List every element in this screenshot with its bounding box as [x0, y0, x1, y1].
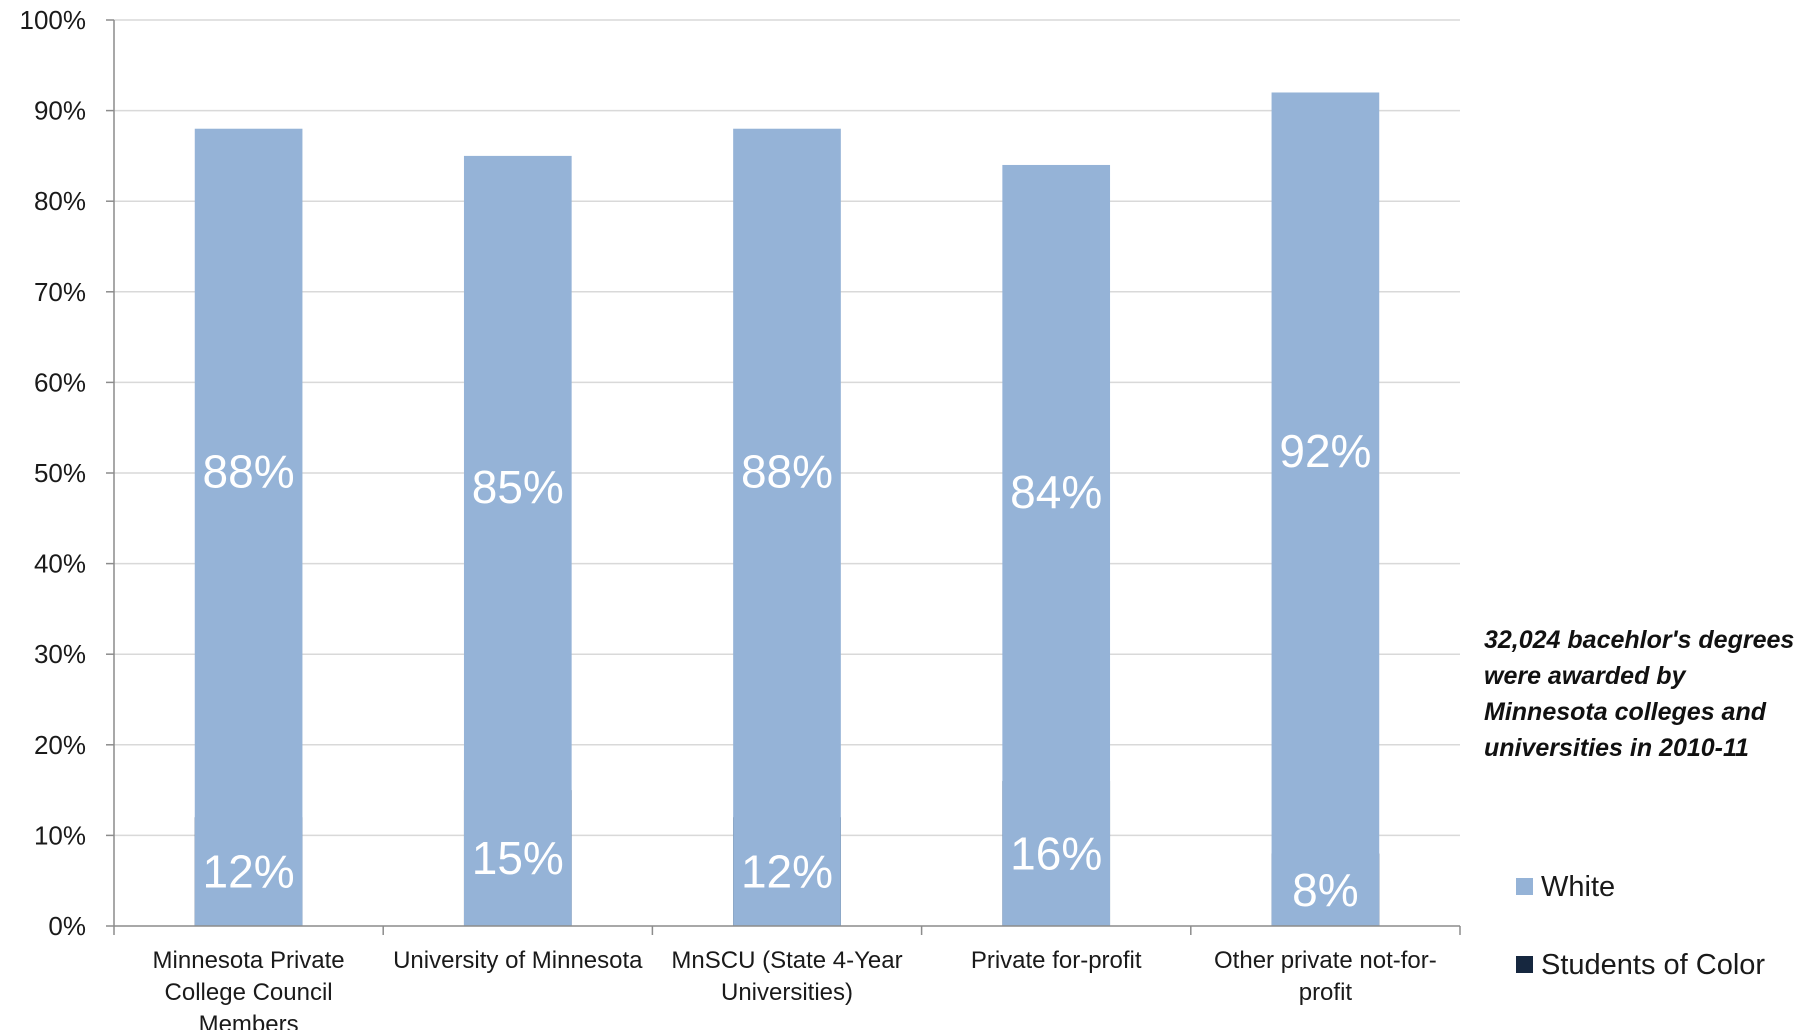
y-tick-label: 80%	[34, 186, 86, 216]
data-label: 85%	[472, 461, 564, 513]
bar-segment-white	[463, 155, 572, 926]
legend-label: Students of Color	[1541, 949, 1765, 981]
axes	[106, 19, 1461, 935]
y-tick-label: 70%	[34, 277, 86, 307]
data-label: 15%	[472, 832, 564, 884]
x-category-label: Private for-profit	[971, 947, 1142, 974]
bar-segment-white	[1271, 92, 1380, 927]
x-category-label: University of Minnesota	[393, 947, 643, 974]
data-labels: 12% 88% 15% 85% 12% 88% 16% 84% 8% 92%	[203, 425, 1372, 916]
bar-segment-white	[1002, 164, 1111, 926]
chart-annotation: 32,024 bacehlor's degrees were awarded b…	[1484, 626, 1795, 762]
y-tick-label: 50%	[34, 458, 86, 488]
y-tick-label: 100%	[20, 5, 87, 35]
data-label: 8%	[1292, 864, 1358, 916]
legend-swatch	[1516, 878, 1533, 895]
x-category-label: Other private not-for-profit	[1214, 947, 1437, 1006]
data-label: 88%	[203, 446, 295, 498]
y-tick-label: 60%	[34, 367, 86, 397]
x-category-label: Minnesota Private College Council Members	[153, 947, 345, 1030]
bar-segment-white	[194, 128, 303, 927]
legend-label: White	[1541, 871, 1615, 903]
y-tick-label: 20%	[34, 730, 86, 760]
y-tick-label: 90%	[34, 96, 86, 126]
data-label: 88%	[741, 446, 833, 498]
data-label: 92%	[1279, 425, 1371, 477]
data-label: 16%	[1010, 828, 1102, 880]
x-category-label: MnSCU (State 4-Year Universities)	[671, 947, 902, 1006]
data-label: 12%	[203, 846, 295, 898]
bar-segment-white	[733, 128, 841, 927]
y-tick-label: 30%	[34, 639, 86, 669]
y-axis-tick-labels: 0% 10% 20% 30% 40% 50% 60% 70% 80% 90% 100%	[20, 5, 87, 941]
x-axis-category-labels: Minnesota Private College Council Members U…	[153, 947, 1437, 1030]
legend: White Students of Color	[1516, 871, 1765, 981]
y-tick-label: 10%	[34, 820, 86, 850]
data-label: 12%	[741, 846, 833, 898]
data-label: 84%	[1010, 466, 1102, 518]
y-tick-label: 0%	[48, 911, 86, 941]
bars	[194, 92, 1380, 927]
y-tick-label: 40%	[34, 549, 86, 579]
legend-swatch	[1516, 956, 1533, 973]
